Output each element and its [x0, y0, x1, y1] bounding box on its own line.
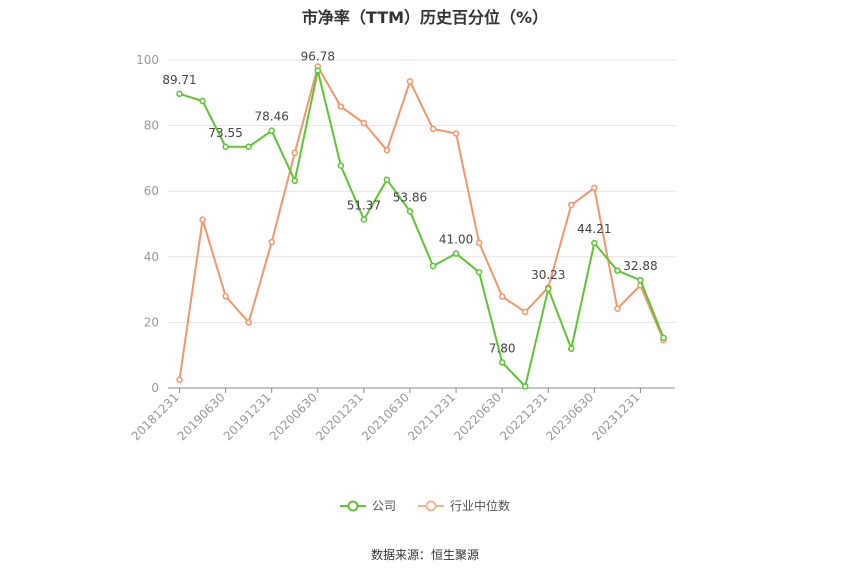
data-point-industry — [268, 238, 275, 246]
data-point-company — [660, 334, 667, 342]
x-tick-label: 20200630 — [267, 390, 320, 443]
data-point-company — [498, 359, 506, 366]
data-point-industry — [383, 146, 391, 154]
data-point-industry — [406, 78, 414, 85]
data-label: 73.55 — [208, 126, 242, 140]
x-tick-label: 20230630 — [543, 390, 596, 443]
data-point-industry — [498, 293, 506, 300]
series-layer — [176, 63, 667, 390]
data-point-industry — [245, 319, 252, 326]
data-label: 78.46 — [255, 110, 289, 124]
data-point-company — [245, 143, 252, 151]
data-point-industry — [429, 125, 437, 133]
legend: 公司 行业中位数 — [0, 497, 850, 514]
data-point-company — [199, 97, 206, 105]
series-line-company — [179, 69, 665, 388]
data-point-industry — [337, 103, 345, 110]
x-tick-label: 20220630 — [451, 390, 504, 443]
data-point-company — [176, 90, 183, 98]
data-point-industry — [176, 376, 183, 384]
data-point-company — [614, 267, 621, 274]
data-label: 7.80 — [489, 341, 516, 355]
data-label: 30.23 — [531, 268, 565, 282]
data-point-company — [591, 239, 598, 247]
y-tick-label: 40 — [144, 250, 159, 264]
data-point-company — [452, 250, 460, 257]
data-label: 53.86 — [393, 190, 427, 204]
data-label: 96.78 — [301, 50, 335, 64]
x-tick-label: 20211231 — [405, 390, 458, 443]
x-tick-label: 20201231 — [313, 390, 366, 443]
data-point-company — [521, 383, 529, 390]
data-point-industry — [568, 201, 575, 209]
data-point-company — [314, 67, 322, 74]
data-point-company — [545, 285, 552, 293]
y-tick-label: 20 — [144, 315, 159, 329]
data-point-industry — [591, 184, 598, 192]
data-label: 89.71 — [162, 73, 196, 87]
data-point-company — [568, 345, 575, 352]
data-point-company — [268, 127, 275, 134]
data-point-company — [637, 276, 644, 284]
data-point-company — [429, 262, 437, 270]
data-label: 44.21 — [577, 222, 611, 236]
x-tick-label: 20210630 — [359, 390, 412, 443]
x-tick-label: 20190630 — [175, 390, 228, 443]
data-point-company — [337, 162, 345, 169]
legend-industry-icon — [418, 500, 444, 511]
y-tick-label: 100 — [136, 53, 159, 67]
legend-industry-label: 行业中位数 — [450, 499, 511, 513]
data-point-company — [383, 176, 391, 183]
data-point-industry — [360, 119, 368, 127]
data-point-industry — [521, 308, 529, 316]
x-tick-label: 20221231 — [497, 390, 550, 443]
data-point-company — [360, 216, 368, 223]
legend-item-industry[interactable]: 行业中位数 — [418, 497, 510, 514]
data-point-company — [222, 143, 229, 151]
data-label-layer: 89.71 73.55 78.46 96.78 51.37 53.86 41.00 7.80 3… — [162, 50, 657, 356]
data-point-industry — [222, 292, 229, 300]
data-point-industry — [475, 239, 483, 246]
y-tick-label: 80 — [144, 119, 159, 133]
legend-company-label: 公司 — [371, 499, 396, 513]
data-point-industry — [452, 130, 460, 137]
data-label: 51.37 — [347, 199, 381, 213]
chart-title: 市净率（TTM）历史百分位（%） — [301, 8, 549, 27]
data-point-industry — [291, 149, 298, 157]
y-tick-label: 60 — [144, 184, 159, 198]
x-tick-label: 20191231 — [221, 390, 274, 443]
x-tick-label: 20181231 — [129, 390, 182, 443]
data-point-company — [475, 268, 483, 276]
x-tick-label: 20231231 — [589, 390, 642, 443]
data-point-industry — [199, 216, 206, 223]
data-label: 32.88 — [623, 259, 657, 273]
legend-company-icon — [339, 500, 366, 511]
y-tick-label: 0 — [151, 381, 159, 395]
data-point-company — [406, 208, 414, 215]
data-point-company — [291, 177, 298, 184]
data-label: 41.00 — [439, 233, 473, 247]
series-line-industry — [178, 65, 665, 380]
legend-item-company[interactable]: 公司 — [339, 497, 396, 514]
source-note: 数据来源：恒生聚源 — [370, 548, 479, 562]
data-point-industry — [614, 305, 621, 312]
